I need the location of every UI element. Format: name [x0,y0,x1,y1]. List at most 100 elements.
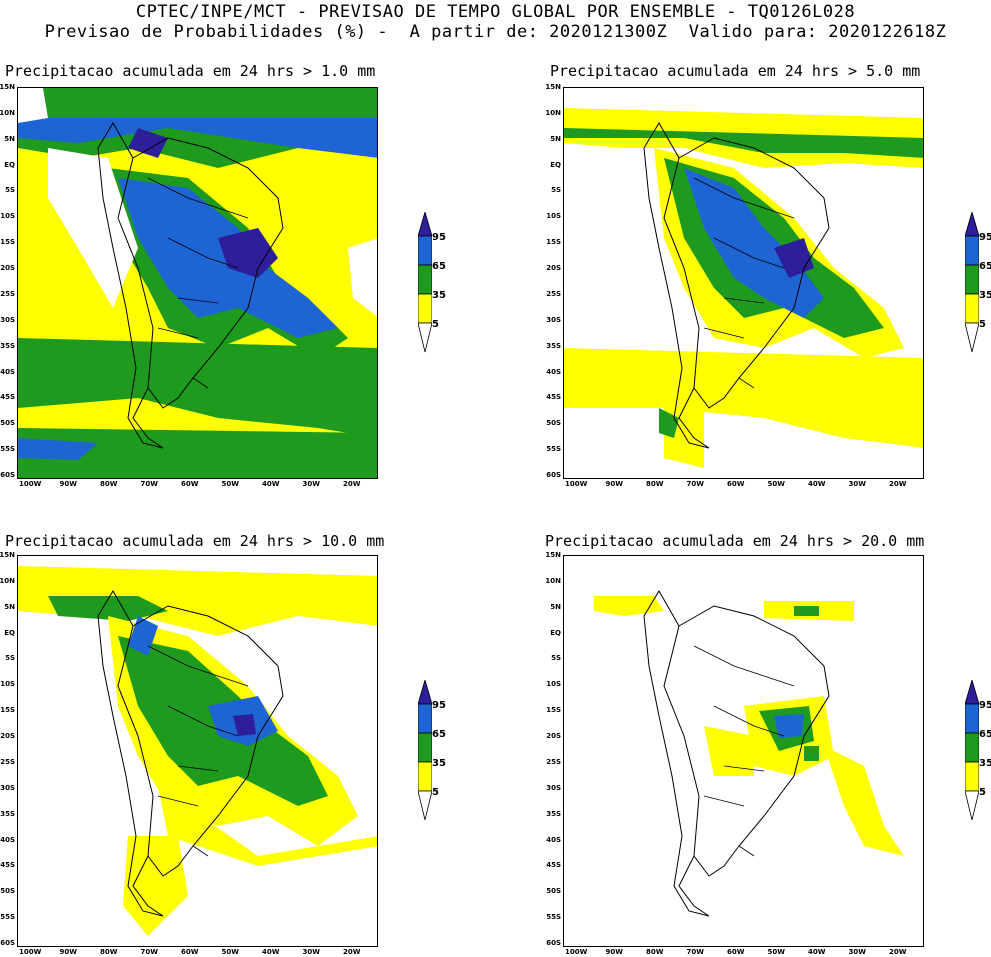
lat-tick-label: 5S [5,186,15,195]
map-panel-10mm [17,555,378,947]
lon-tick-label: 100W [565,948,588,956]
lat-tick-label: 60S [0,939,15,947]
lat-tick-label: 10S [546,212,561,221]
lat-tick-label: EQ [4,160,15,169]
lon-tick-label: 40W [262,480,280,488]
panel-title-5mm: Precipitacao acumulada em 24 hrs > 5.0 m… [550,62,921,80]
panel-title-1mm: Precipitacao acumulada em 24 hrs > 1.0 m… [5,62,376,80]
colorbar-10mm: 95 65 35 5 [417,678,458,825]
lon-tick-label: 40W [808,480,826,488]
lat-tick-label: 40S [546,835,561,844]
lat-tick-label: 5S [551,186,561,195]
cbar-label-35: 35 [979,758,991,769]
lat-tick-label: 30S [0,783,15,792]
lon-tick-label: 70W [140,480,158,488]
lon-tick-label: 30W [848,948,866,956]
lat-tick-label: 10N [0,576,15,585]
lat-tick-label: 10N [545,576,561,585]
lat-tick-label: EQ [550,628,561,637]
cbar-label-65: 65 [979,261,991,272]
lat-tick-label: 35S [546,809,561,818]
lon-tick-label: 80W [646,480,664,488]
lat-tick-label: 10N [0,108,15,117]
lon-tick-label: 20W [889,948,907,956]
lat-tick-label: 50S [0,419,15,428]
cbar-label-95: 95 [432,232,446,243]
lat-tick-label: 35S [546,341,561,350]
panel-title-10mm: Precipitacao acumulada em 24 hrs > 10.0 … [5,532,385,550]
lat-tick-label: 55S [0,445,15,454]
lat-tick-label: EQ [4,628,15,637]
lat-tick-label: 15S [0,238,15,247]
lat-tick-label: 10N [545,108,561,117]
lat-tick-label: 15S [546,238,561,247]
lon-tick-label: 60W [727,948,745,956]
lon-tick-label: 30W [302,948,320,956]
lon-tick-label: 50W [767,948,785,956]
lon-tick-label: 80W [646,948,664,956]
lat-tick-label: 40S [0,367,15,376]
cbar-label-65: 65 [432,729,446,740]
lat-tick-label: 20S [546,264,561,273]
lon-tick-label: 100W [565,480,588,488]
panel-title-20mm: Precipitacao acumulada em 24 hrs > 20.0 … [545,532,925,550]
main-title: CPTEC/INPE/MCT - PREVISAO DE TEMPO GLOBA… [135,2,856,22]
lat-tick-label: 5S [5,654,15,663]
lon-tick-label: 20W [343,480,361,488]
lat-tick-label: 25S [546,289,561,298]
lon-tick-label: 50W [221,480,239,488]
lat-tick-label: 50S [546,419,561,428]
lat-tick-label: 60S [546,939,561,947]
lat-tick-label: 25S [0,757,15,766]
lon-tick-label: 30W [302,480,320,488]
lat-tick-label: 5N [4,134,15,143]
lon-tick-label: 90W [59,480,77,488]
cbar-label-65: 65 [432,261,446,272]
lon-tick-label: 40W [808,948,826,956]
lat-tick-label: 15N [545,83,561,91]
lat-tick-label: 35S [0,809,15,818]
lat-tick-label: 50S [0,887,15,896]
lat-tick-label: 40S [0,835,15,844]
lat-tick-label: 45S [546,393,561,402]
lon-tick-label: 90W [59,948,77,956]
lat-tick-label: 40S [546,367,561,376]
lon-tick-label: 80W [100,480,118,488]
lon-tick-label: 30W [848,480,866,488]
cbar-label-95: 95 [979,232,991,243]
lon-tick-label: 60W [181,480,199,488]
lat-tick-label: 55S [0,913,15,922]
lat-tick-label: 55S [546,913,561,922]
cbar-label-5: 5 [432,319,439,330]
lat-tick-label: 10S [546,680,561,689]
lat-tick-label: 30S [546,315,561,324]
lon-tick-label: 20W [889,480,907,488]
lat-tick-label: 60S [546,471,561,479]
lat-tick-label: EQ [550,160,561,169]
lat-tick-label: 10S [0,680,15,689]
lat-tick-label: 20S [0,264,15,273]
lon-tick-label: 70W [686,948,704,956]
lon-tick-label: 80W [100,948,118,956]
lat-tick-label: 15S [546,706,561,715]
lon-tick-label: 90W [605,480,623,488]
lat-tick-label: 20S [546,732,561,741]
lon-tick-label: 60W [727,480,745,488]
lat-tick-label: 55S [546,445,561,454]
lat-tick-label: 5N [4,602,15,611]
map-panel-1mm [17,87,378,479]
cbar-label-5: 5 [432,787,439,798]
cbar-label-95: 95 [432,700,446,711]
lat-tick-label: 45S [0,861,15,870]
cbar-label-5: 5 [979,319,986,330]
cbar-label-35: 35 [432,290,446,301]
lat-tick-label: 5S [551,654,561,663]
lon-tick-label: 20W [343,948,361,956]
lon-tick-label: 50W [767,480,785,488]
lat-tick-label: 10S [0,212,15,221]
colorbar-20mm: 95 65 35 5 [964,678,991,825]
lat-tick-label: 45S [546,861,561,870]
lon-tick-label: 60W [181,948,199,956]
cbar-label-95: 95 [979,700,991,711]
lat-tick-label: 50S [546,887,561,896]
